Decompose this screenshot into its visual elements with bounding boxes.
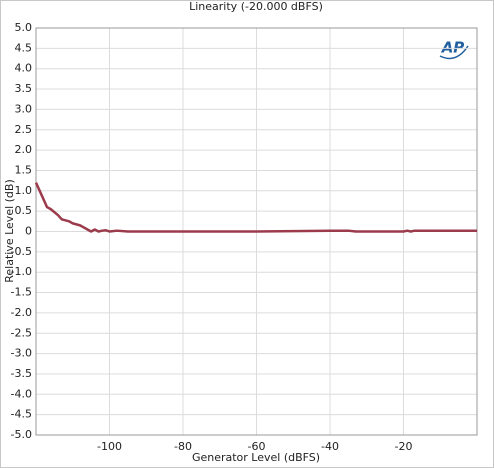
y-tick-label: -3.5 (11, 367, 32, 380)
y-tick-label: -3.0 (11, 347, 32, 360)
y-tick-label: -2.5 (11, 326, 32, 339)
x-tick-label: -60 (248, 440, 266, 453)
y-tick-label: 3.5 (15, 82, 33, 95)
y-tick-label: 4.5 (15, 41, 33, 54)
y-tick-label: 4.0 (15, 62, 33, 75)
x-tick-label: -40 (321, 440, 339, 453)
y-tick-label: 2.5 (15, 123, 33, 136)
x-tick-label: -100 (97, 440, 122, 453)
x-axis-label: Generator Level (dBFS) (192, 451, 320, 464)
y-tick-label: 1.0 (15, 184, 33, 197)
y-axis-label: Relative Level (dB) (3, 179, 16, 283)
chart-title: Linearity (-20.000 dBFS) (189, 0, 323, 13)
x-tick-label: -20 (395, 440, 413, 453)
x-tick-label: -80 (174, 440, 192, 453)
y-tick-label: 0.5 (15, 204, 33, 217)
y-tick-label: -2.0 (11, 306, 32, 319)
logo: AP (441, 39, 465, 57)
y-tick-label: 1.5 (15, 163, 33, 176)
y-tick-label: 3.0 (15, 102, 33, 115)
y-tick-label: 5.0 (15, 21, 33, 34)
y-tick-label: -5.0 (11, 428, 32, 441)
y-tick-label: -4.0 (11, 387, 32, 400)
y-tick-label: 2.0 (15, 143, 33, 156)
data-line (34, 182, 477, 233)
y-tick-label: 0 (25, 225, 32, 238)
y-tick-label: -4.5 (11, 408, 32, 421)
y-tick-label: -1.5 (11, 286, 32, 299)
y-tick-label: -1.0 (11, 265, 32, 278)
y-tick-label: -0.5 (11, 245, 32, 258)
